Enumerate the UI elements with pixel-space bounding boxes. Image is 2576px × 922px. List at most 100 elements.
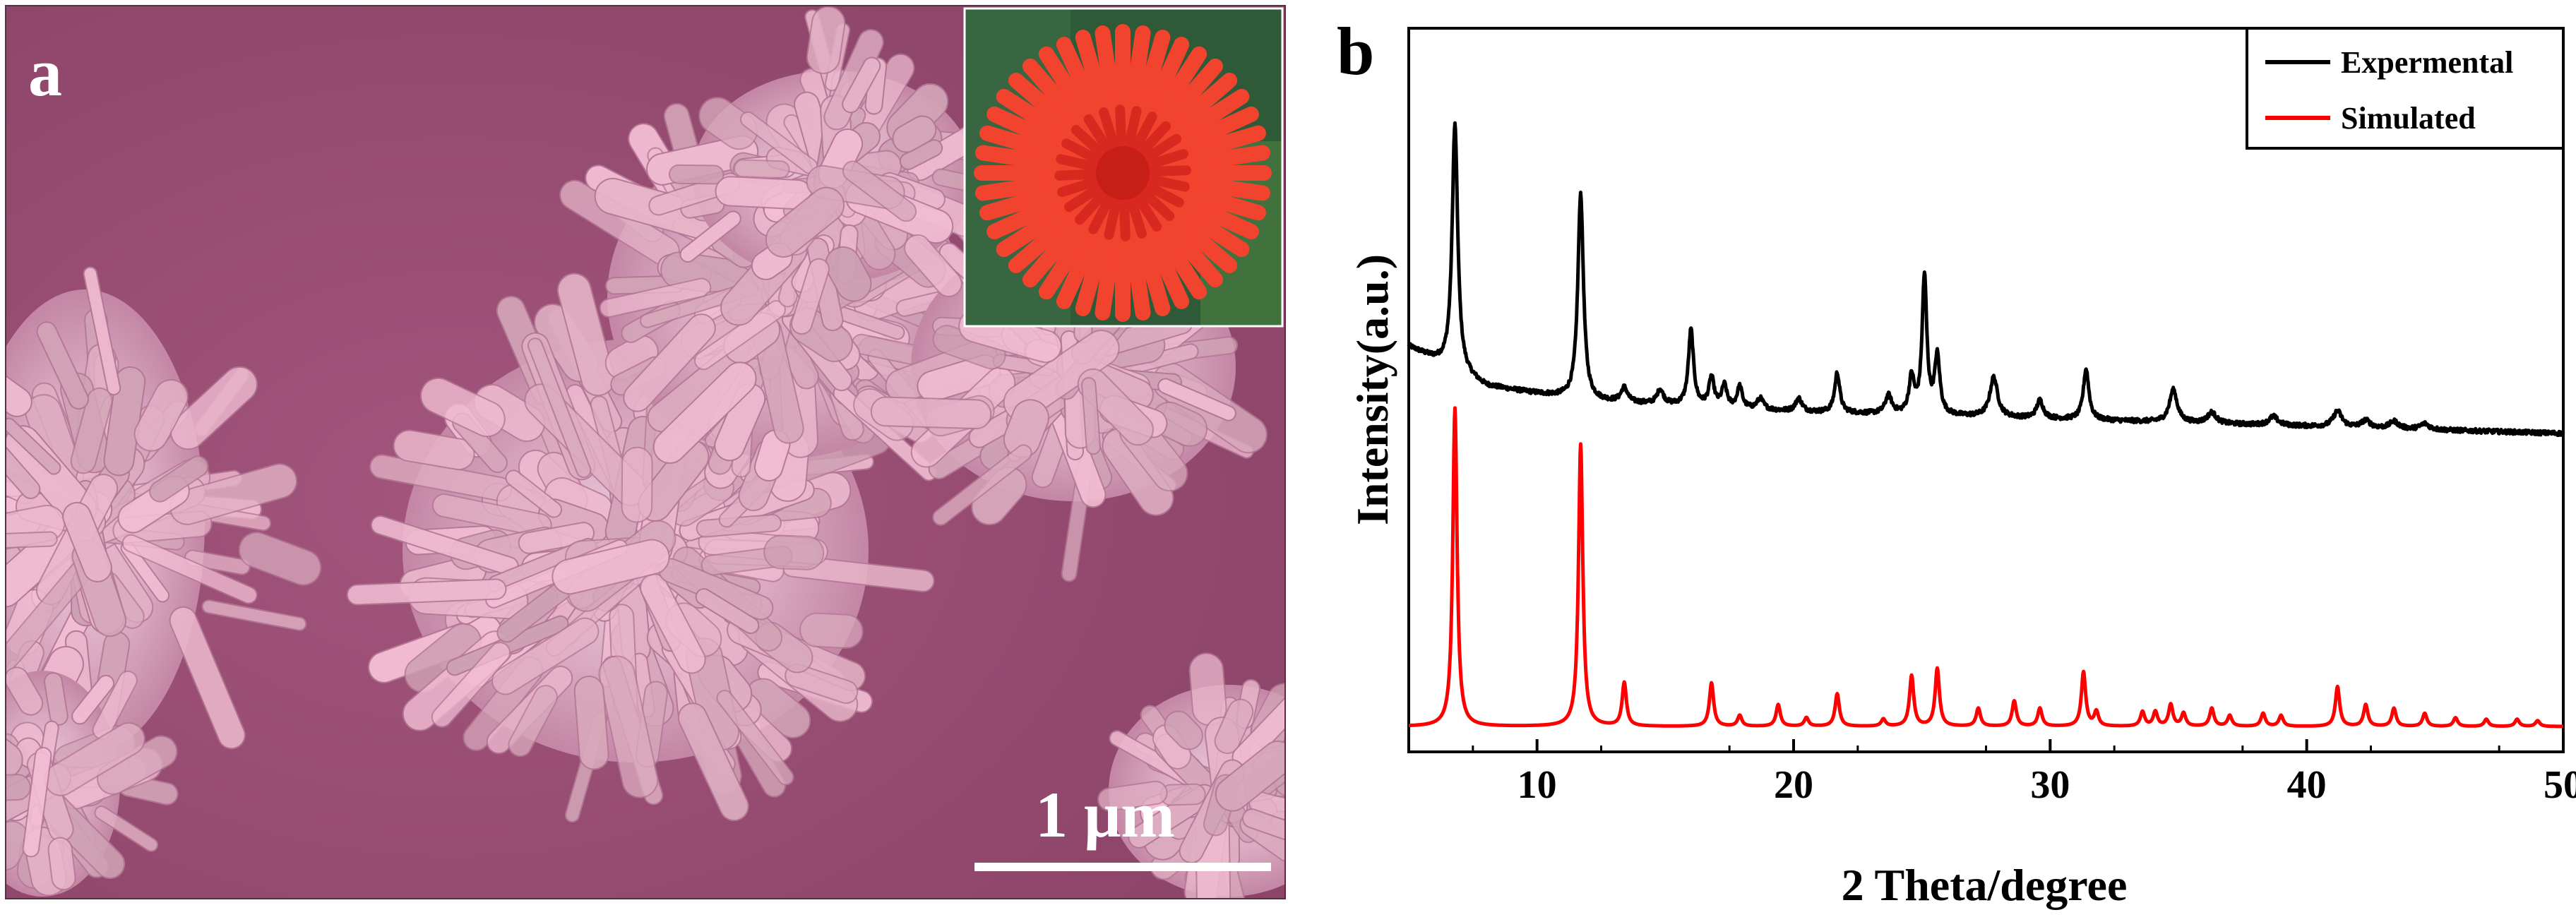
crystal-flake [518, 522, 595, 554]
series-line-expermental [1407, 121, 2565, 438]
crystal-flake [799, 612, 864, 649]
crystal-flake [6, 774, 31, 803]
crystal-flake [47, 837, 76, 891]
crystal-flake [169, 463, 298, 525]
crystal-flake [1241, 808, 1285, 852]
crystal-flake [652, 361, 757, 465]
crystal-flake [508, 685, 558, 758]
legend-label-simulated: Simulated [2341, 101, 2476, 136]
crystal-flake [1164, 710, 1203, 750]
crystal-flake [1188, 652, 1227, 726]
crystal-flake [677, 702, 749, 822]
x-tick-label: 40 [2287, 763, 2327, 807]
legend-label-expermental: Expermental [2341, 45, 2513, 80]
crystal-flake [1081, 377, 1101, 455]
y-axis-label: Intensity(a.u.) [1347, 254, 1397, 525]
crystal-flake [431, 493, 552, 538]
scale-bar-line [974, 863, 1271, 871]
crystal-flake [94, 806, 159, 852]
crystal-flake [70, 387, 113, 474]
crystal-flake [0, 405, 2, 475]
crystal-flake [1214, 698, 1254, 755]
crystal-flake [621, 446, 653, 523]
panel-b-xrd-chart: b 10 20 30 40 50 2 Theta/degree Intensity(a.… [1337, 13, 2576, 910]
crystal-flake [573, 676, 609, 770]
crystal-flake [806, 6, 846, 74]
crystal-flake [6, 731, 23, 779]
x-tick-label: 50 [2544, 763, 2576, 807]
crystal-flake [734, 159, 790, 179]
x-tick-label: 10 [1517, 763, 1557, 807]
crystal-flake [1077, 368, 1154, 446]
scale-bar: 1 μm [974, 779, 1271, 871]
crystal-flake [623, 313, 716, 412]
crystal-flake [201, 599, 307, 631]
crystal-flake [763, 534, 825, 570]
crystal-flake [527, 337, 592, 479]
crystal-flake [842, 160, 917, 222]
crystal-flake [6, 417, 61, 475]
crystal-flake [6, 820, 30, 871]
crystal-flake [904, 234, 962, 297]
crystal-flake [765, 186, 845, 258]
crystal-flake [598, 655, 659, 798]
crystal-flake [870, 396, 992, 430]
inset-border [963, 7, 1284, 328]
dahlia-flower [974, 24, 1272, 322]
crystal-flake [556, 273, 616, 397]
legend: Expermental Simulated [2246, 27, 2565, 150]
crystal-flake [1283, 800, 1359, 872]
panel-a-label: a [28, 35, 62, 110]
crystal-flake [92, 670, 138, 740]
legend-box [2246, 27, 2565, 150]
crystal-flake [1157, 378, 1236, 421]
crystal-flake [1292, 798, 1345, 846]
crystal-flake [6, 388, 41, 499]
crystal-flake [133, 379, 189, 452]
x-axis-label: 2 Theta/degree [1842, 860, 2128, 910]
crystal-flake [36, 321, 90, 410]
crystal-flake [169, 606, 246, 750]
crystal-flake [842, 56, 881, 114]
crystal-flake [716, 690, 794, 786]
crystal-flake [346, 578, 507, 606]
crystal-flake [238, 532, 322, 586]
sem-frame [5, 5, 1286, 899]
crystal-flake [393, 429, 475, 471]
crystal-flake [43, 672, 68, 726]
crystal-flake [0, 554, 2, 616]
crystal-flake [0, 658, 4, 743]
crystal-flake [6, 321, 32, 417]
crystal-flake [6, 666, 44, 716]
crystal-flake [551, 539, 670, 595]
crystal-flake [491, 617, 600, 695]
x-tick-label: 20 [1774, 763, 1813, 807]
crystal-flake [184, 549, 251, 575]
crystal-flake [669, 164, 724, 185]
series-line-simulated [1407, 406, 2565, 729]
panel-a-sem-image: a 1 μm [0, 5, 1359, 899]
crystal-flake [6, 531, 58, 549]
crystal-flake [83, 266, 121, 396]
crystal-flake [785, 663, 859, 704]
crystal-flake [714, 383, 766, 462]
flower-like-crystal-clusters [0, 6, 1359, 899]
crystal-flake [169, 366, 258, 450]
crystal-flake [599, 277, 712, 318]
crystal-flake [698, 97, 758, 150]
crystal-flake [715, 176, 813, 210]
crystal-flake [431, 642, 511, 728]
crystal-flake [22, 746, 52, 858]
crystal-flake [505, 469, 563, 518]
crystal-flake [121, 534, 258, 604]
crystal-flake [932, 444, 1032, 526]
crystal-flake [71, 674, 115, 725]
crystal-flake [695, 588, 760, 635]
x-tick-label: 30 [2030, 763, 2070, 807]
crystal-flake [825, 246, 872, 302]
crystal-flake [62, 501, 112, 582]
crystal-flake [1215, 740, 1285, 812]
x-axis-ticks: 10 20 30 40 50 [1472, 739, 2576, 807]
scale-bar-label: 1 μm [1035, 779, 1175, 851]
crystal-flake [679, 210, 741, 263]
